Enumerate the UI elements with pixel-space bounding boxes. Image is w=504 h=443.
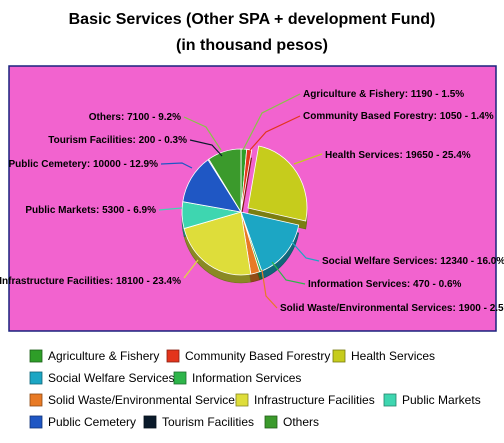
- legend-label-public-markets: Public Markets: [402, 393, 481, 407]
- leader-line-others: [183, 116, 222, 151]
- chart-subtitle: (in thousand pesos): [176, 37, 328, 54]
- slice-infrastructure-facilities[interactable]: [183, 211, 252, 276]
- legend-swatch-others: [264, 415, 278, 429]
- pie-slices: [181, 145, 308, 276]
- legend-label-community-based-forestry: Community Based Forestry: [185, 349, 330, 363]
- legend-item-social-welfare-services[interactable]: Social Welfare Services: [29, 371, 175, 385]
- legend-swatch-tourism-facilities: [143, 415, 157, 429]
- legend-label-solid-waste-environmental-services: Solid Waste/Environmental Services: [48, 393, 241, 407]
- slice-label-health-services: Health Services: 19650 - 25.4%: [325, 150, 471, 161]
- leader-line-agriculture-fishery: [242, 93, 301, 151]
- slice-label-solid-waste-environmental-services: Solid Waste/Environmental Services: 1900…: [280, 303, 504, 314]
- slice-label-agriculture-fishery: Agriculture & Fishery: 1190 - 1.5%: [303, 89, 464, 100]
- legend-swatch-health-services: [332, 349, 346, 363]
- leader-line-solid-waste-environmental-services: [261, 269, 278, 309]
- legend-swatch-public-cemetery: [29, 415, 43, 429]
- slice-label-infrastructure-facilities: Infrastructure Facilities: 18100 - 23.4%: [0, 276, 181, 287]
- slice-label-others: Others: 7100 - 9.2%: [89, 112, 181, 123]
- legend-swatch-community-based-forestry: [166, 349, 180, 363]
- legend-swatch-information-services: [173, 371, 187, 385]
- legend-swatch-social-welfare-services: [29, 371, 43, 385]
- legend-swatch-solid-waste-environmental-services: [29, 393, 43, 407]
- leader-lines: [158, 93, 323, 309]
- slice-label-public-cemetery: Public Cemetery: 10000 - 12.9%: [8, 159, 158, 170]
- slice-community-based-forestry[interactable]: [240, 148, 253, 213]
- leader-line-community-based-forestry: [249, 115, 301, 151]
- leader-line-social-welfare-services: [289, 239, 320, 262]
- slice-label-public-markets: Public Markets: 5300 - 6.9%: [25, 205, 156, 216]
- legend-item-information-services[interactable]: Information Services: [173, 371, 301, 385]
- slice-social-welfare-services[interactable]: [240, 211, 300, 272]
- leader-line-health-services: [293, 153, 323, 165]
- slice-health-services[interactable]: [247, 145, 308, 222]
- legend-swatch-agriculture-fishery: [29, 349, 43, 363]
- legend-label-tourism-facilities: Tourism Facilities: [162, 415, 254, 429]
- legend-label-infrastructure-facilities: Infrastructure Facilities: [254, 393, 375, 407]
- slice-label-community-based-forestry: Community Based Forestry: 1050 - 1.4%: [303, 111, 494, 122]
- slice-label-social-welfare-services: Social Welfare Services: 12340 - 16.0%: [322, 256, 504, 267]
- leader-line-tourism-facilities: [189, 139, 223, 157]
- legend-label-information-services: Information Services: [192, 371, 301, 385]
- slice-label-tourism-facilities: Tourism Facilities: 200 - 0.3%: [48, 135, 187, 146]
- leader-line-information-services: [271, 261, 306, 285]
- leader-line-public-markets: [158, 207, 183, 211]
- legend-item-public-cemetery[interactable]: Public Cemetery: [29, 415, 136, 429]
- legend-item-others[interactable]: Others: [264, 415, 319, 429]
- legend-label-agriculture-fishery: Agriculture & Fishery: [48, 349, 159, 363]
- legend-item-tourism-facilities[interactable]: Tourism Facilities: [143, 415, 254, 429]
- legend-label-social-welfare-services: Social Welfare Services: [48, 371, 175, 385]
- slice-others[interactable]: [208, 148, 242, 214]
- leader-line-infrastructure-facilities: [183, 259, 199, 279]
- legend-label-others: Others: [283, 415, 319, 429]
- slice-label-information-services: Information Services: 470 - 0.6%: [308, 279, 462, 290]
- chart-title: Basic Services (Other SPA + development …: [69, 11, 436, 28]
- legend-item-community-based-forestry[interactable]: Community Based Forestry: [166, 349, 330, 363]
- legend-swatch-public-markets: [383, 393, 397, 407]
- legend-label-health-services: Health Services: [351, 349, 435, 363]
- slice-labels: Agriculture & Fishery: 1190 - 1.5% Commun…: [0, 89, 504, 314]
- leader-line-public-cemetery: [160, 162, 193, 169]
- legend-label-public-cemetery: Public Cemetery: [48, 415, 136, 429]
- legend-item-health-services[interactable]: Health Services: [332, 349, 435, 363]
- legend-swatch-infrastructure-facilities: [235, 393, 249, 407]
- legend-item-agriculture-fishery[interactable]: Agriculture & Fishery: [29, 349, 159, 363]
- legend: Agriculture & Fishery Community Based For…: [29, 349, 481, 429]
- legend-item-infrastructure-facilities[interactable]: Infrastructure Facilities: [235, 393, 375, 407]
- legend-item-solid-waste-environmental-services[interactable]: Solid Waste/Environmental Services: [29, 393, 241, 407]
- legend-item-public-markets[interactable]: Public Markets: [383, 393, 481, 407]
